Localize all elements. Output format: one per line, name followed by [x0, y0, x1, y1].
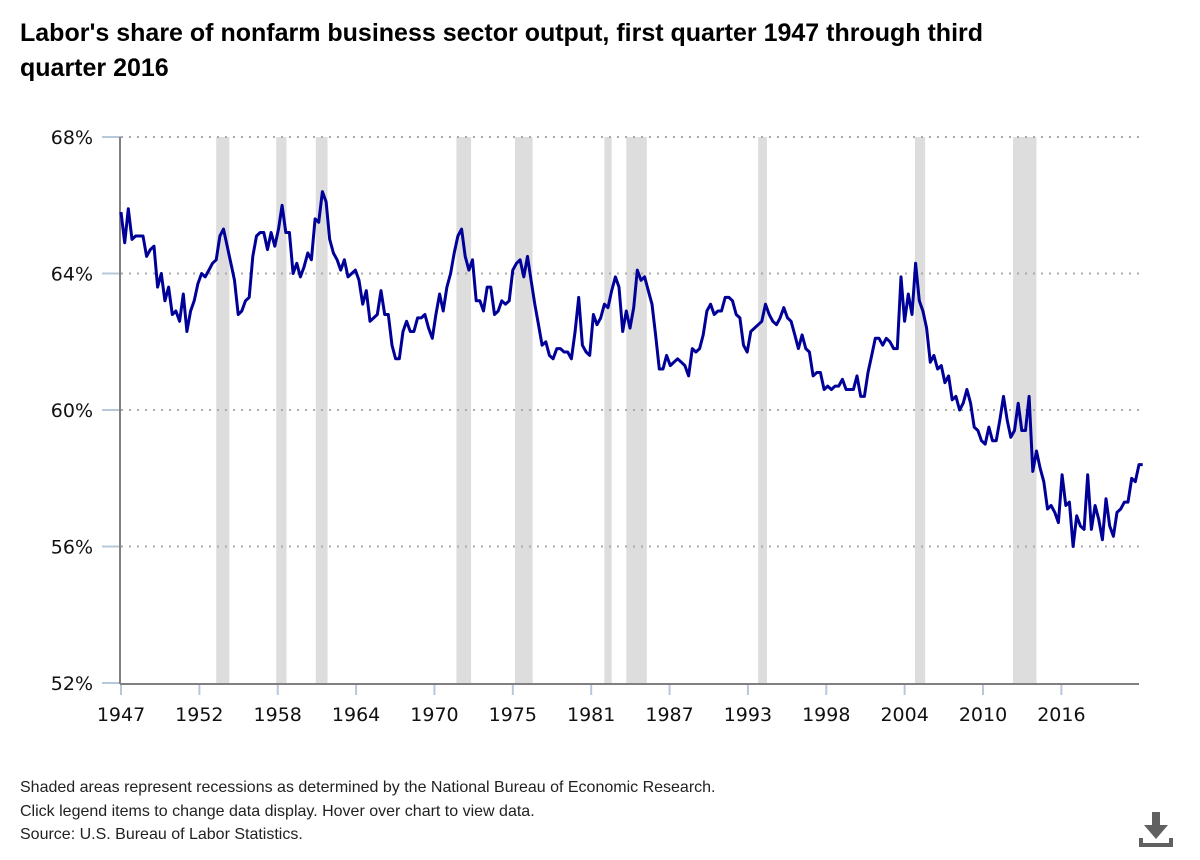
x-tick-label: 1970	[410, 704, 458, 726]
recession-band	[604, 137, 612, 683]
series-line[interactable]	[119, 190, 1143, 548]
x-tick-label: 2004	[880, 704, 928, 726]
x-tick-label: 1958	[254, 704, 302, 726]
chart-title: Labor's share of nonfarm business sector…	[20, 19, 984, 82]
y-tick-label: 52%	[51, 673, 93, 695]
note-interaction: Click legend items to change data displa…	[20, 802, 535, 820]
x-tick-label: 1981	[567, 704, 615, 726]
y-tick-label: 64%	[51, 264, 93, 286]
chart-notes: Shaded areas represent recessions as det…	[20, 776, 716, 847]
note-source: Source: U.S. Bureau of Labor Statistics.	[20, 826, 303, 843]
x-tick-label: 1964	[332, 704, 380, 726]
data-series[interactable]	[119, 190, 1143, 548]
recession-band	[456, 137, 472, 683]
y-tick-label: 60%	[51, 400, 93, 422]
y-tick-label: 68%	[51, 127, 93, 149]
x-tick-label: 1947	[97, 704, 145, 726]
x-tick-label: 1998	[802, 704, 850, 726]
x-tick-label: 1987	[645, 704, 693, 726]
x-tick-label: 1975	[489, 704, 537, 726]
note-recessions: Shaded areas represent recessions as det…	[20, 779, 716, 796]
y-tick-label: 56%	[51, 537, 93, 559]
x-tick-label: 2016	[1037, 704, 1085, 726]
x-axis: 1947 1952 1958 1964 1970 1975 1981 1987 1993 1998…	[97, 683, 1139, 726]
line-chart[interactable]: 52% 56% 60% 64% 68% 1947 1952 1958 1964 1970 1975…	[0, 120, 1200, 740]
recession-band	[914, 137, 926, 683]
x-tick-label: 1993	[724, 704, 772, 726]
download-button[interactable]	[1136, 812, 1176, 852]
chart-area[interactable]: 52% 56% 60% 64% 68% 1947 1952 1958 1964 1970 1975…	[0, 120, 1200, 740]
recession-band	[626, 137, 647, 683]
y-axis: 52% 56% 60% 64% 68%	[51, 127, 121, 695]
recession-band	[515, 137, 533, 683]
x-tick-label: 2010	[959, 704, 1007, 726]
x-tick-label: 1952	[175, 704, 223, 726]
download-icon	[1139, 812, 1173, 847]
